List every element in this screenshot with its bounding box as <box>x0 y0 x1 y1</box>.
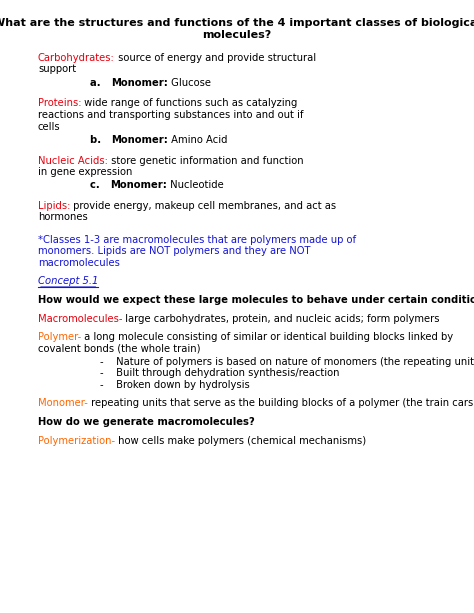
Text: provide energy, makeup cell membranes, and act as: provide energy, makeup cell membranes, a… <box>70 201 337 211</box>
Text: Concept 5.1: Concept 5.1 <box>38 276 99 286</box>
Text: Nucleic Acids:: Nucleic Acids: <box>38 156 108 166</box>
Text: large carbohydrates, protein, and nucleic acids; form polymers: large carbohydrates, protein, and nuclei… <box>122 313 440 324</box>
Text: support: support <box>38 64 76 75</box>
Text: Amino Acid: Amino Acid <box>168 135 228 145</box>
Text: c.: c. <box>90 180 110 191</box>
Text: store genetic information and function: store genetic information and function <box>108 156 303 166</box>
Text: how cells make polymers (chemical mechanisms): how cells make polymers (chemical mechan… <box>115 435 366 446</box>
Text: Macromolecules-: Macromolecules- <box>38 313 122 324</box>
Text: *Classes 1-3 are macromolecules that are polymers made up of: *Classes 1-3 are macromolecules that are… <box>38 235 356 245</box>
Text: Glucose: Glucose <box>168 78 211 88</box>
Text: wide range of functions such as catalyzing: wide range of functions such as catalyzi… <box>82 99 298 109</box>
Text: reactions and transporting substances into and out if: reactions and transporting substances in… <box>38 110 303 120</box>
Text: b.: b. <box>90 135 111 145</box>
Text: a.: a. <box>90 78 111 88</box>
Text: Monomer-: Monomer- <box>38 398 88 408</box>
Text: Polymerization-: Polymerization- <box>38 435 115 446</box>
Text: a long molecule consisting of similar or identical building blocks linked by: a long molecule consisting of similar or… <box>81 332 453 342</box>
Text: Monomer:: Monomer: <box>111 135 168 145</box>
Text: Proteins:: Proteins: <box>38 99 82 109</box>
Text: Polymer-: Polymer- <box>38 332 81 342</box>
Text: molecules?: molecules? <box>202 31 272 40</box>
Text: How do we generate macromolecules?: How do we generate macromolecules? <box>38 417 255 427</box>
Text: Carbohydrates:: Carbohydrates: <box>38 53 115 63</box>
Text: hormones: hormones <box>38 213 88 223</box>
Text: -    Broken down by hydrolysis: - Broken down by hydrolysis <box>100 380 250 390</box>
Text: What are the structures and functions of the 4 important classes of biological: What are the structures and functions of… <box>0 18 474 28</box>
Text: in gene expression: in gene expression <box>38 167 132 177</box>
Text: How would we expect these large molecules to behave under certain conditions?: How would we expect these large molecule… <box>38 295 474 305</box>
Text: repeating units that serve as the building blocks of a polymer (the train cars): repeating units that serve as the buildi… <box>88 398 474 408</box>
Text: Monomer:: Monomer: <box>110 180 167 191</box>
Text: Lipids:: Lipids: <box>38 201 70 211</box>
Text: cells: cells <box>38 121 61 132</box>
Text: Nucleotide: Nucleotide <box>167 180 224 191</box>
Text: -    Built through dehydration synthesis/reaction: - Built through dehydration synthesis/re… <box>100 368 339 378</box>
Text: Monomer:: Monomer: <box>111 78 168 88</box>
Text: monomers. Lipids are NOT polymers and they are NOT: monomers. Lipids are NOT polymers and th… <box>38 246 310 256</box>
Text: -    Nature of polymers is based on nature of monomers (the repeating units): - Nature of polymers is based on nature … <box>100 357 474 367</box>
Text: source of energy and provide structural: source of energy and provide structural <box>115 53 316 63</box>
Text: covalent bonds (the whole train): covalent bonds (the whole train) <box>38 343 201 354</box>
Text: macromolecules: macromolecules <box>38 258 120 268</box>
